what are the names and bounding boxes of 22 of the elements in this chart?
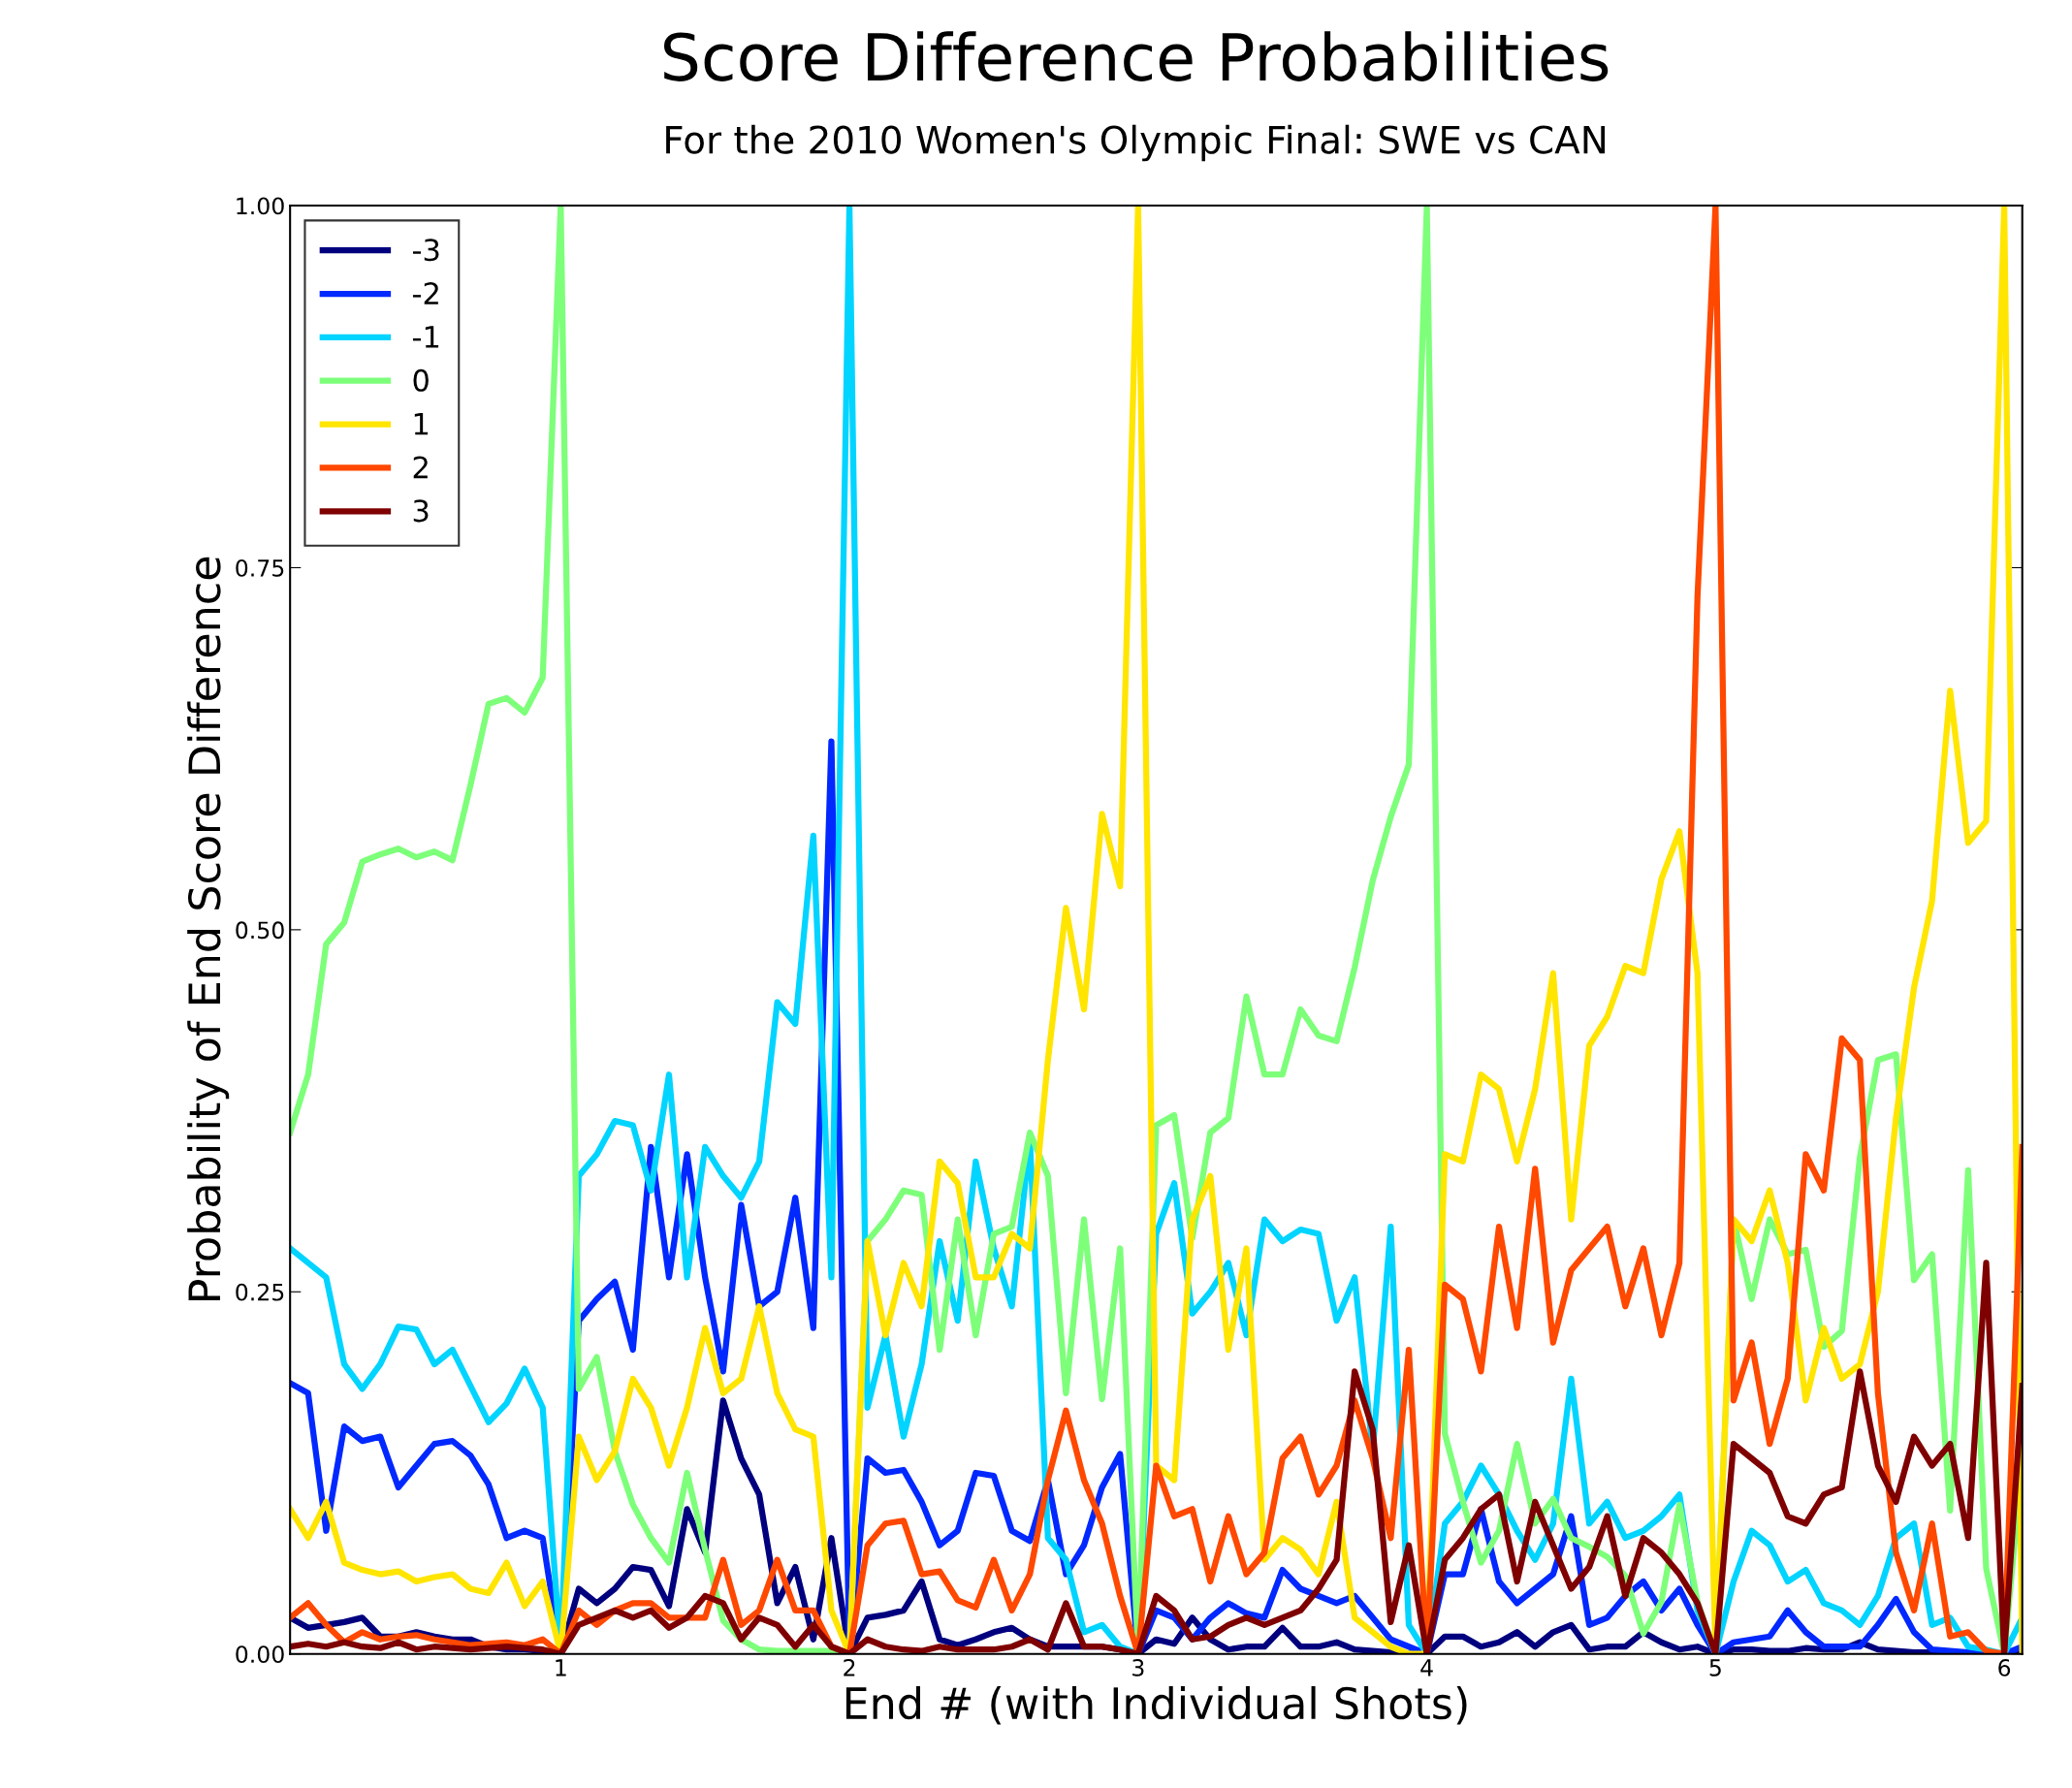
legend-label: -2 [412,282,438,304]
legend-label: -3 [412,239,439,262]
x-tick-label: 2 [844,1658,855,1676]
x-axis-title: End # (with Individual Shots) [845,1685,1467,1725]
x-tick-label: 4 [1420,1659,1433,1676]
y-tick-label: 1.00 [237,197,284,215]
legend-label: 3 [413,499,429,523]
y-tick-label: 0.25 [236,1283,284,1301]
x-tick-label: 3 [1132,1658,1144,1676]
chart-subtitle: For the 2010 Women's Olympic Final: SWE vs CAN [666,124,1606,162]
legend-label: 2 [413,456,428,479]
x-tick-label: 5 [1709,1659,1721,1676]
legend-label: 1 [414,413,429,435]
x-tick-label: 6 [1998,1658,2011,1676]
legend-label: -1 [412,326,439,348]
y-axis-title: Probability of End Score Difference [187,557,230,1300]
y-tick-label: 0.00 [236,1645,284,1664]
y-tick-label: 0.75 [236,559,284,577]
x-tick-label: 1 [556,1659,566,1676]
legend-label: 0 [413,368,429,392]
chart-title: Score Difference Probabilities [664,31,1609,81]
y-tick-label: 0.50 [236,921,284,940]
